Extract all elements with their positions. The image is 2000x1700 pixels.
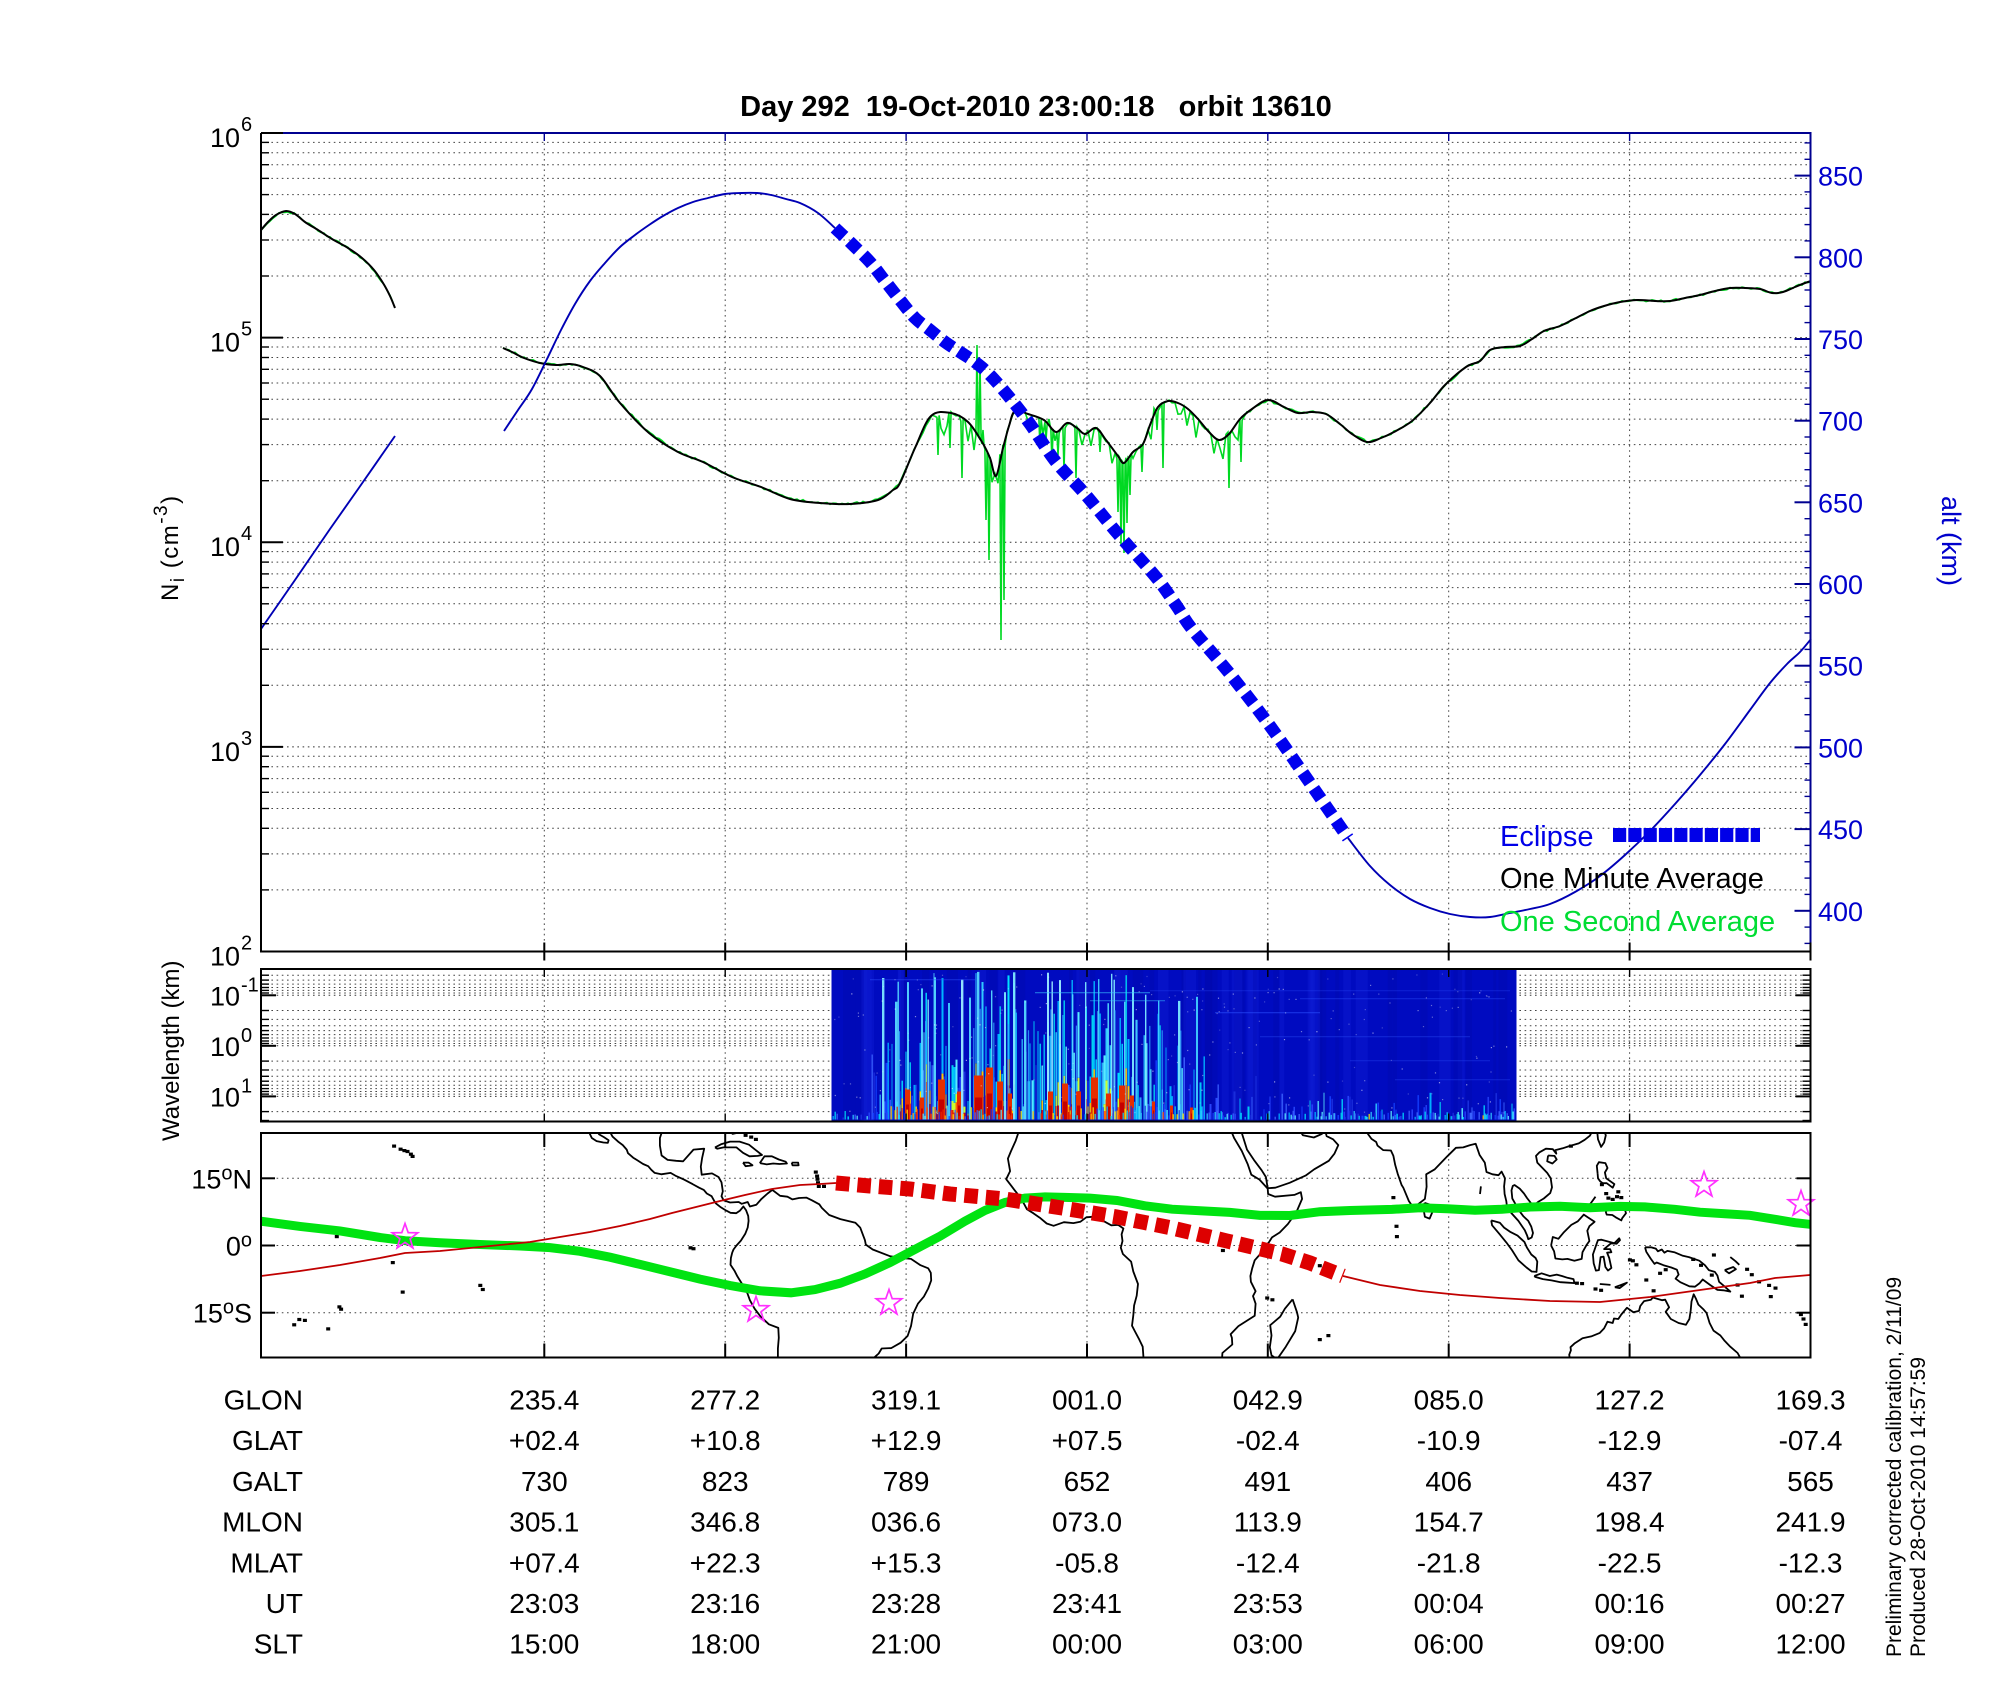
svg-text:+22.3: +22.3 [690,1547,761,1578]
svg-text:437: 437 [1606,1466,1653,1497]
svg-text:MLON: MLON [222,1507,303,1538]
svg-text:700: 700 [1818,407,1863,437]
svg-text:850: 850 [1818,162,1863,192]
svg-text:10: 10 [210,328,240,358]
svg-text:15oN: 15oN [191,1162,252,1194]
svg-text:1: 1 [241,1075,252,1097]
svg-text:GLON: GLON [224,1385,303,1416]
svg-text:4: 4 [241,523,252,545]
svg-text:241.9: 241.9 [1775,1507,1845,1538]
svg-text:+07.4: +07.4 [509,1547,580,1578]
svg-text:169.3: 169.3 [1775,1385,1845,1416]
svg-text:154.7: 154.7 [1414,1507,1484,1538]
svg-text:One Minute Average: One Minute Average [1500,863,1764,895]
svg-text:-02.4: -02.4 [1236,1425,1300,1456]
svg-text:235.4: 235.4 [509,1385,579,1416]
svg-text:Eclipse: Eclipse [1500,821,1594,853]
svg-text:00:27: 00:27 [1775,1588,1845,1619]
svg-text:400: 400 [1818,897,1863,927]
svg-text:800: 800 [1818,243,1863,273]
svg-text:600: 600 [1818,570,1863,600]
svg-text:23:03: 23:03 [509,1588,579,1619]
svg-text:823: 823 [702,1466,749,1497]
svg-text:SLT: SLT [254,1629,303,1660]
svg-text:+07.5: +07.5 [1052,1425,1123,1456]
svg-text:00:16: 00:16 [1595,1588,1665,1619]
svg-text:0: 0 [241,1025,252,1047]
svg-text:113.9: 113.9 [1234,1507,1302,1538]
svg-text:127.2: 127.2 [1595,1385,1665,1416]
svg-text:00:00: 00:00 [1052,1629,1122,1660]
svg-text:2: 2 [241,933,252,955]
svg-text:-05.8: -05.8 [1055,1547,1119,1578]
svg-text:23:41: 23:41 [1052,1588,1122,1619]
svg-text:10: 10 [210,942,240,972]
svg-text:650: 650 [1818,488,1863,518]
svg-text:-12.4: -12.4 [1236,1547,1300,1578]
svg-text:450: 450 [1818,815,1863,845]
svg-text:MLAT: MLAT [230,1547,303,1578]
svg-text:Day 292 19-Oct-2010 23:00:18: Day 292 19-Oct-2010 23:00:18 orbit 13610 [740,91,1332,123]
svg-text:15:00: 15:00 [509,1629,579,1660]
svg-text:406: 406 [1425,1466,1472,1497]
svg-text:06:00: 06:00 [1414,1629,1484,1660]
svg-text:23:53: 23:53 [1233,1588,1303,1619]
svg-text:Preliminary corrected calibrat: Preliminary corrected calibration, 2/11/… [1883,1277,1906,1657]
svg-text:3: 3 [241,728,252,750]
svg-text:10: 10 [210,1032,240,1062]
svg-text:565: 565 [1787,1466,1834,1497]
svg-text:10: 10 [210,737,240,767]
svg-text:One Second Average: One Second Average [1500,906,1775,938]
svg-text:277.2: 277.2 [690,1385,760,1416]
svg-text:+10.8: +10.8 [690,1425,761,1456]
svg-text:-1: -1 [241,974,259,996]
svg-text:GLAT: GLAT [232,1425,303,1456]
svg-text:319.1: 319.1 [871,1385,941,1416]
svg-text:GALT: GALT [232,1466,303,1497]
svg-text:652: 652 [1064,1466,1111,1497]
svg-text:-12.9: -12.9 [1598,1425,1662,1456]
svg-text:10: 10 [210,532,240,562]
svg-text:15oS: 15oS [193,1297,252,1329]
svg-text:-12.3: -12.3 [1779,1547,1843,1578]
svg-text:-22.5: -22.5 [1598,1547,1662,1578]
svg-text:23:16: 23:16 [690,1588,760,1619]
svg-text:730: 730 [521,1466,568,1497]
svg-text:491: 491 [1244,1466,1291,1497]
svg-text:+02.4: +02.4 [509,1425,580,1456]
svg-text:750: 750 [1818,325,1863,355]
svg-text:042.9: 042.9 [1233,1385,1303,1416]
svg-text:00:04: 00:04 [1414,1588,1484,1619]
svg-text:-07.4: -07.4 [1779,1425,1843,1456]
svg-text:550: 550 [1818,652,1863,682]
svg-text:198.4: 198.4 [1595,1507,1665,1538]
svg-text:305.1: 305.1 [509,1507,579,1538]
svg-text:073.0: 073.0 [1052,1507,1122,1538]
svg-text:Wavelength (km): Wavelength (km) [158,961,185,1142]
svg-text:-21.8: -21.8 [1417,1547,1481,1578]
svg-text:036.6: 036.6 [871,1507,941,1538]
svg-text:001.0: 001.0 [1052,1385,1122,1416]
svg-text:-10.9: -10.9 [1417,1425,1481,1456]
svg-text:500: 500 [1818,733,1863,763]
svg-text:10: 10 [210,1082,240,1112]
svg-text:09:00: 09:00 [1595,1629,1665,1660]
svg-text:789: 789 [883,1466,930,1497]
svg-text:+15.3: +15.3 [871,1547,942,1578]
svg-text:+12.9: +12.9 [871,1425,942,1456]
svg-text:10: 10 [210,981,240,1011]
svg-text:5: 5 [241,319,252,341]
svg-text:Produced 28-Oct-2010 14:57:59: Produced 28-Oct-2010 14:57:59 [1907,1357,1930,1657]
svg-text:03:00: 03:00 [1233,1629,1303,1660]
svg-text:23:28: 23:28 [871,1588,941,1619]
svg-text:085.0: 085.0 [1414,1385,1484,1416]
svg-text:346.8: 346.8 [690,1507,760,1538]
svg-text:18:00: 18:00 [690,1629,760,1660]
svg-text:21:00: 21:00 [871,1629,941,1660]
svg-text:6: 6 [241,114,252,136]
svg-text:12:00: 12:00 [1775,1629,1845,1660]
svg-text:UT: UT [266,1588,303,1619]
svg-text:alt (km): alt (km) [1936,496,1966,586]
svg-text:10: 10 [210,123,240,153]
